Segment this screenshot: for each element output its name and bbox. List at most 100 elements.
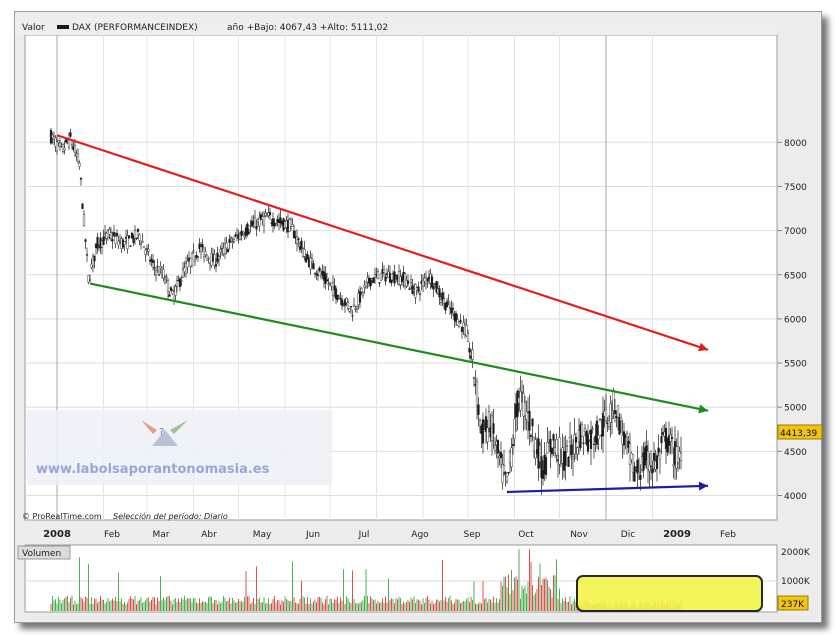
candle-body	[312, 263, 315, 270]
candle-body	[519, 391, 522, 411]
candle-body	[408, 288, 411, 290]
candle-body	[69, 132, 72, 137]
candle-body	[504, 472, 507, 475]
candle-body	[130, 232, 134, 239]
candle-body	[231, 241, 234, 244]
x-tick-label: Jun	[305, 530, 320, 540]
candle-body	[327, 283, 330, 285]
trendline	[56, 134, 709, 351]
candle-body	[601, 412, 605, 437]
candle-body	[511, 444, 515, 447]
candle-body	[253, 217, 257, 228]
candle-body	[484, 416, 488, 432]
candle-body	[580, 424, 584, 437]
candle-body	[582, 442, 585, 444]
candle-body	[534, 439, 537, 459]
candle-body	[64, 139, 68, 142]
candle-body	[201, 244, 204, 248]
candle-body	[502, 465, 506, 473]
candle-body	[672, 464, 675, 467]
candle-body	[448, 307, 452, 309]
candle-body	[651, 468, 654, 474]
series-swatch	[57, 25, 69, 29]
candle-body	[445, 301, 449, 308]
candle-body	[144, 249, 147, 255]
candle-body	[241, 233, 245, 235]
candle-body	[114, 236, 117, 244]
candle-body	[613, 410, 617, 415]
candle-body	[228, 239, 231, 243]
trendline-arrow-icon	[698, 404, 708, 414]
y-tick-label: 7000	[784, 227, 807, 237]
candle-body	[204, 251, 207, 255]
candle-body	[87, 275, 90, 283]
candle-body	[544, 456, 548, 476]
candle-body	[567, 456, 570, 468]
candle-body	[486, 427, 489, 443]
watermark-text: www.labolsaporantonomasia.es	[36, 462, 270, 477]
candle-body	[316, 274, 320, 276]
candle-body	[531, 418, 534, 427]
candle-body	[406, 280, 410, 285]
candle-body	[439, 298, 443, 303]
candle-body	[159, 266, 162, 269]
candle-body	[196, 256, 200, 258]
candle-body	[337, 297, 341, 299]
header-stats: año +Bajo: 4067,43 +Alto: 5111,02	[227, 23, 388, 33]
candle-body	[297, 238, 300, 241]
candle-body	[619, 417, 623, 422]
candle-body	[333, 285, 336, 291]
volume-title: Volumen	[22, 549, 61, 559]
candle-body	[607, 420, 611, 428]
candle-body	[265, 215, 269, 217]
x-tick-label: Jul	[358, 530, 370, 540]
candle-body	[379, 273, 383, 281]
candles	[49, 127, 683, 496]
candle-body	[225, 242, 228, 249]
candle-body	[598, 418, 602, 421]
candle-body	[117, 240, 120, 246]
candle-body	[625, 433, 629, 439]
candle-body	[616, 405, 620, 418]
candle-body	[373, 273, 377, 278]
volume-title-box	[17, 545, 71, 560]
candle-body	[198, 243, 201, 249]
candle-body	[168, 294, 171, 297]
candle-body	[570, 444, 573, 456]
candle-body	[63, 147, 66, 151]
trendline	[506, 484, 709, 494]
candle-body	[102, 236, 105, 245]
candle-body	[142, 246, 146, 249]
candle-body	[658, 451, 662, 460]
x-tick-label: Ago	[411, 530, 429, 540]
y-tick-label: 4500	[784, 448, 807, 458]
candle-body	[154, 270, 158, 275]
candle-body	[457, 321, 461, 327]
candle-body	[279, 217, 282, 224]
candle-body	[315, 273, 318, 276]
x-tick-label: May	[253, 530, 272, 540]
candle-body	[465, 325, 468, 336]
candle-body	[111, 239, 114, 242]
candle-body	[591, 428, 594, 430]
period-label: Selección del período: Diario	[113, 511, 228, 521]
candle-body	[679, 452, 683, 461]
candle-body	[57, 140, 60, 143]
candle-body	[246, 223, 249, 235]
candle-body	[505, 475, 509, 482]
y-tick-label: 6500	[784, 271, 807, 281]
candle-body	[247, 231, 251, 234]
candle-body	[361, 292, 365, 296]
candle-body	[334, 288, 338, 299]
candle-body	[78, 162, 81, 167]
candle-body	[268, 212, 272, 216]
candle-body	[181, 269, 185, 278]
candle-body	[157, 274, 161, 276]
candle-body	[342, 305, 345, 307]
candle-body	[472, 377, 476, 379]
candle-body	[129, 245, 132, 247]
candle-body	[501, 464, 504, 484]
candle-body	[451, 307, 455, 310]
candle-body	[364, 281, 368, 287]
